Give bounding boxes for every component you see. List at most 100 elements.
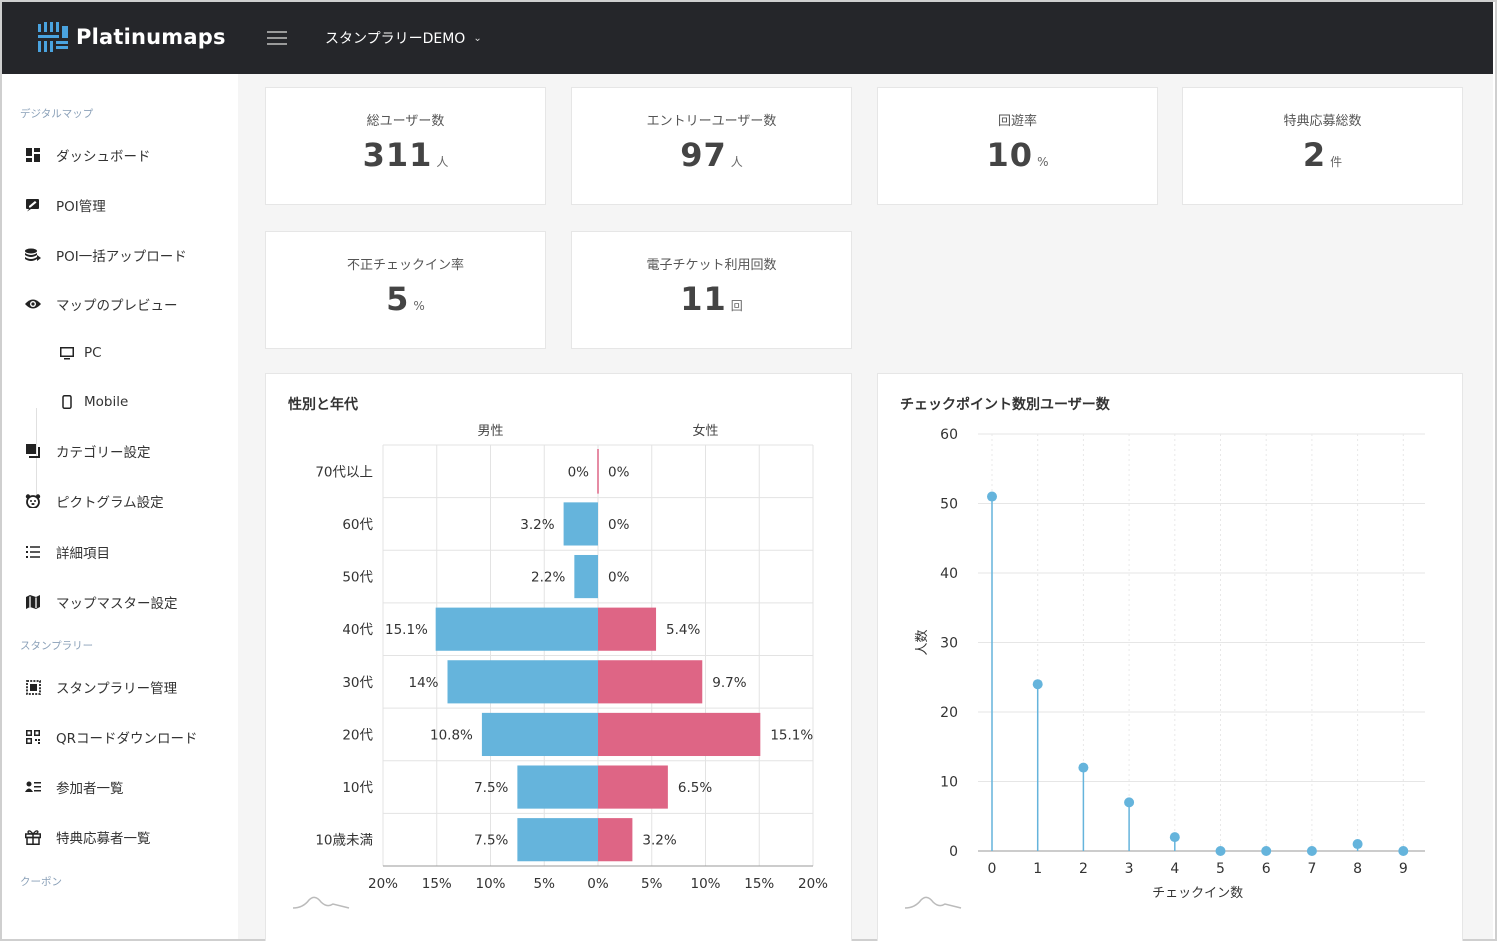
sidebar-item-label: 特典応募者一覧 bbox=[56, 831, 151, 847]
sidebar-item-pc[interactable]: PC bbox=[58, 341, 102, 365]
data-point bbox=[1032, 679, 1043, 690]
chevron-down-icon: ⌄ bbox=[473, 32, 482, 44]
sidebar-item-poi-upload[interactable]: POI一括アップロード bbox=[24, 243, 187, 267]
x-tick-label: 3 bbox=[1125, 861, 1134, 877]
stat-title: 回遊率 bbox=[997, 114, 1037, 129]
bar-female bbox=[598, 607, 657, 651]
y-category-label: 60代 bbox=[342, 517, 373, 533]
stat-card-fraud-checkin-rate: 不正チェックイン率 5% bbox=[265, 231, 546, 349]
app-name: Platinumaps bbox=[76, 25, 226, 49]
data-label-male: 7.5% bbox=[474, 833, 508, 849]
checkpoint-chart: 0 10 20 30 40 50 60 0 1 2 3 4 5 6 7 8 9 チェックイン数 人数 bbox=[904, 427, 1425, 909]
sidebar: デジタルマップ ダッシュボード POI管理 POI一括アップロード マップのプレ… bbox=[2, 74, 238, 939]
sidebar-item-qr-download[interactable]: QRコードダウンロード bbox=[24, 725, 198, 749]
sidebar-item-poi[interactable]: POI管理 bbox=[24, 193, 106, 217]
data-label-male: 10.8% bbox=[430, 727, 473, 743]
logo[interactable]: Platinumaps bbox=[38, 22, 226, 52]
sidebar-item-details[interactable]: 詳細項目 bbox=[24, 540, 110, 564]
data-label-female: 6.5% bbox=[678, 780, 712, 796]
data-label-female: 5.4% bbox=[666, 622, 700, 638]
bar-male bbox=[447, 660, 598, 704]
data-label-female: 3.2% bbox=[642, 833, 676, 849]
bar-female bbox=[598, 765, 668, 809]
top-bar: Platinumaps スタンプラリーDEMO ⌄ bbox=[2, 2, 1493, 74]
dashboard-icon bbox=[24, 146, 42, 164]
y-tick-label: 40 bbox=[940, 566, 958, 582]
y-axis-title: 人数 bbox=[915, 629, 930, 655]
sidebar-item-mobile[interactable]: Mobile bbox=[58, 390, 128, 414]
legend-male: 男性 bbox=[477, 424, 503, 439]
stat-value: 97 人 bbox=[680, 136, 743, 174]
mobile-icon bbox=[58, 393, 76, 411]
sidebar-item-participants[interactable]: 参加者一覧 bbox=[24, 775, 124, 799]
stat-value: 10% bbox=[986, 136, 1049, 174]
x-tick-label: 9 bbox=[1399, 861, 1408, 877]
y-tick-label: 60 bbox=[940, 427, 958, 443]
x-axis-title: チェックイン数 bbox=[1152, 886, 1243, 901]
y-category-label: 10歳未満 bbox=[315, 833, 373, 849]
sidebar-item-label: マップマスター設定 bbox=[56, 596, 178, 612]
sidebar-item-label: QRコードダウンロード bbox=[56, 731, 198, 747]
x-tick-label: 15% bbox=[422, 876, 452, 892]
data-label-male: 0% bbox=[568, 464, 590, 480]
sidebar-item-label: マップのプレビュー bbox=[56, 298, 178, 314]
sidebar-item-map-preview[interactable]: マップのプレビュー bbox=[24, 292, 178, 316]
data-point bbox=[1306, 846, 1317, 856]
edit-icon bbox=[24, 196, 42, 214]
project-name: スタンプラリーDEMO bbox=[325, 31, 466, 47]
legend-female: 女性 bbox=[692, 423, 718, 439]
sidebar-item-category[interactable]: カテゴリー設定 bbox=[24, 439, 151, 463]
stat-title: エントリーユーザー数 bbox=[646, 114, 777, 129]
sidebar-item-label: Mobile bbox=[84, 394, 129, 410]
sidebar-item-label: ダッシュボード bbox=[56, 149, 151, 165]
data-point bbox=[1124, 797, 1135, 808]
data-label-female: 0% bbox=[608, 464, 630, 480]
sidebar-section-digital-map: デジタルマップ bbox=[20, 108, 94, 120]
y-tick-label: 50 bbox=[940, 497, 958, 513]
stat-title: 電子チケット利用回数 bbox=[646, 258, 777, 273]
data-point bbox=[987, 491, 997, 502]
y-category-label: 70代以上 bbox=[315, 464, 373, 480]
bar-female bbox=[598, 712, 761, 757]
stat-title: 特典応募総数 bbox=[1283, 114, 1362, 129]
bar-male bbox=[481, 712, 598, 757]
stamp-icon bbox=[24, 678, 42, 696]
sidebar-item-prize-applicants[interactable]: 特典応募者一覧 bbox=[24, 825, 151, 849]
y-tick-label: 10 bbox=[940, 775, 958, 791]
bar-male bbox=[517, 765, 598, 809]
list-icon bbox=[24, 543, 42, 561]
chart-watermark-icon bbox=[904, 896, 962, 909]
x-tick-label: 7 bbox=[1307, 861, 1316, 877]
stat-card-circulation-rate: 回遊率 10% bbox=[877, 87, 1158, 205]
x-tick-label: 4 bbox=[1170, 861, 1179, 877]
menu-icon[interactable] bbox=[267, 31, 287, 45]
sidebar-item-label: POI管理 bbox=[56, 199, 106, 215]
y-tick-label: 30 bbox=[940, 636, 958, 652]
logo-icon bbox=[38, 22, 68, 52]
project-selector[interactable]: スタンプラリーDEMO ⌄ bbox=[325, 28, 482, 48]
eye-icon bbox=[24, 295, 42, 313]
data-point bbox=[1398, 846, 1409, 856]
x-tick-label: 5% bbox=[534, 876, 556, 892]
sidebar-item-label: カテゴリー設定 bbox=[56, 445, 151, 461]
data-label-female: 0% bbox=[608, 570, 630, 586]
map-icon bbox=[24, 593, 42, 611]
y-tick-label: 20 bbox=[940, 705, 958, 721]
bar-male bbox=[563, 502, 598, 546]
sidebar-item-stamp-rally[interactable]: スタンプラリー管理 bbox=[24, 675, 177, 699]
stat-card-entry-users: エントリーユーザー数 97 人 bbox=[571, 87, 852, 205]
stat-title: 総ユーザー数 bbox=[366, 114, 445, 129]
data-point bbox=[1215, 846, 1226, 856]
sidebar-item-pictogram[interactable]: ピクトグラム設定 bbox=[24, 489, 164, 513]
sidebar-item-map-master[interactable]: マップマスター設定 bbox=[24, 590, 178, 614]
y-category-label: 50代 bbox=[342, 570, 373, 586]
x-tick-label: 0 bbox=[988, 861, 997, 877]
chart-title: チェックポイント数別ユーザー数 bbox=[900, 397, 1110, 413]
x-tick-label: 15% bbox=[744, 876, 774, 892]
data-label-male: 7.5% bbox=[474, 780, 508, 796]
main-content: 総ユーザー数 311 人 エントリーユーザー数 97 人 回遊率 10% 特典応募総… bbox=[238, 74, 1493, 941]
sidebar-item-dashboard[interactable]: ダッシュボード bbox=[24, 143, 151, 167]
x-tick-label: 5 bbox=[1216, 861, 1225, 877]
bar-male bbox=[435, 607, 598, 651]
